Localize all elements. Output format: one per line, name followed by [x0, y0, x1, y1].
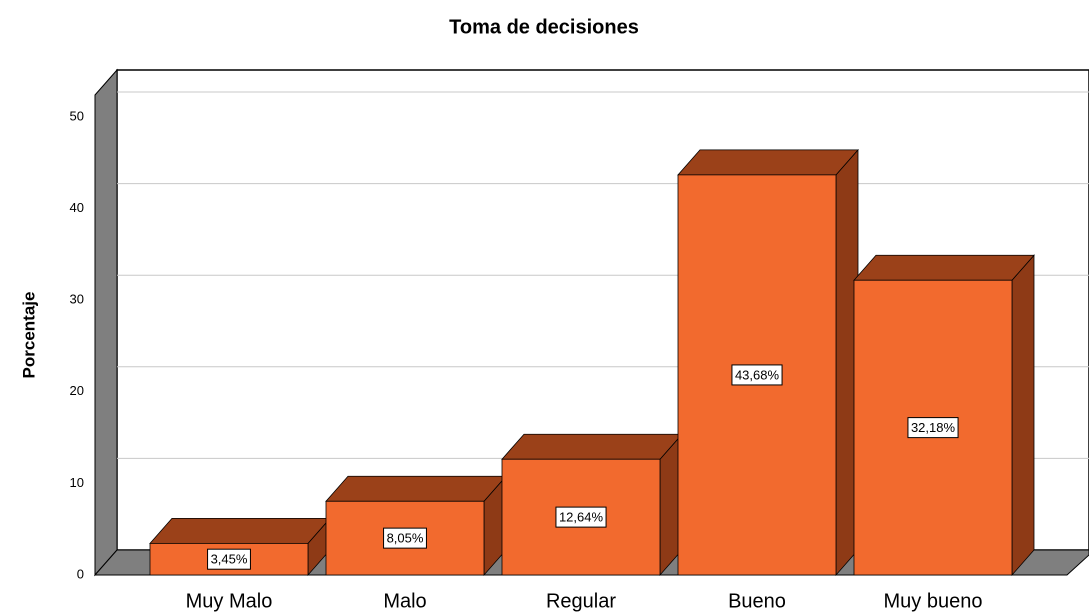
value-label: 3,45%: [211, 552, 248, 567]
bar-top: [677, 149, 859, 176]
y-tick-label: 50: [70, 108, 84, 123]
value-label-box: [207, 548, 251, 570]
value-label-box: [731, 364, 783, 386]
value-label: 12,64%: [559, 510, 604, 525]
bars: 3,45% 8,05% 12,64% 43,68% 32,18%: [149, 148, 1035, 577]
value-label: 32,18%: [911, 420, 956, 435]
bar-side: [1011, 254, 1035, 577]
value-label-box: [383, 527, 427, 549]
value-label: 8,05%: [387, 531, 424, 546]
value-label-box: [555, 506, 607, 528]
y-axis-label: Porcentaje: [19, 292, 38, 379]
y-tick-label: 0: [77, 566, 84, 581]
bar-top: [501, 433, 683, 460]
bar-top: [149, 517, 331, 544]
value-label: 43,68%: [735, 367, 780, 382]
x-tick-label: Bueno: [728, 590, 786, 612]
x-tick-label: Malo: [383, 590, 426, 612]
value-label-box: [907, 417, 959, 439]
y-tick-label: 30: [70, 292, 84, 307]
y-tick-label: 20: [70, 383, 84, 398]
y-tick-label: 10: [70, 475, 84, 490]
x-tick-label: Muy bueno: [884, 590, 983, 612]
y-tick-label: 40: [70, 200, 84, 215]
x-tick-label: Regular: [546, 590, 616, 612]
left-wall: [94, 68, 118, 577]
bar-top: [853, 254, 1035, 281]
x-tick-label: Muy Malo: [186, 590, 273, 612]
chart-title: Toma de decisiones: [449, 16, 639, 38]
bar-top: [325, 475, 507, 502]
